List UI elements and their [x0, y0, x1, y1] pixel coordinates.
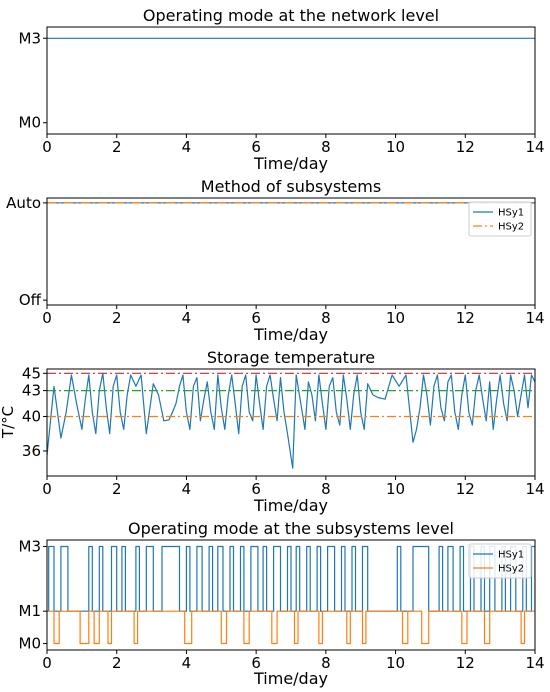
- x-tick-label: 12: [456, 309, 475, 327]
- axes-frame: [46, 26, 536, 135]
- chart-title: Operating mode at the network level: [143, 6, 439, 25]
- x-tick-label: 10: [386, 309, 405, 327]
- legend-label: HSy1: [498, 550, 524, 561]
- y-tick-label: M0: [19, 114, 42, 132]
- panel-subsystem-mode: Operating mode at the subsystems level T…: [19, 519, 545, 688]
- x-tick-label: 4: [182, 654, 192, 672]
- x-tick-label: 0: [42, 480, 52, 498]
- x-tick-label: 6: [251, 138, 261, 156]
- axes-frame: [46, 539, 536, 651]
- y-axis-label: T/°C: [0, 406, 17, 439]
- x-tick-label: 10: [386, 138, 405, 156]
- legend-box: [468, 543, 532, 579]
- x-tick-label: 2: [112, 138, 122, 156]
- x-tick-label: 14: [525, 138, 544, 156]
- x-tick-label: 2: [112, 480, 122, 498]
- x-tick-label: 6: [251, 480, 261, 498]
- chart-title: Method of subsystems: [201, 177, 381, 196]
- panel-network-mode: Operating mode at the network level Time…: [19, 6, 545, 173]
- x-tick-label: 2: [112, 654, 122, 672]
- x-tick-label: 6: [251, 654, 261, 672]
- x-tick-label: 4: [182, 309, 192, 327]
- y-tick-label: M3: [19, 29, 42, 47]
- y-tick-label: 40: [22, 407, 41, 425]
- x-tick-label: 8: [321, 309, 331, 327]
- y-tick-label: Auto: [6, 194, 41, 212]
- y-tick-label: 36: [22, 442, 41, 460]
- x-tick-label: 8: [321, 480, 331, 498]
- series-line: [47, 545, 535, 612]
- chart-title: Storage temperature: [207, 348, 375, 367]
- y-tick-label: Off: [19, 291, 42, 309]
- x-tick-label: 0: [42, 309, 52, 327]
- axes-frame: [46, 368, 536, 477]
- axes-frame: [46, 197, 536, 306]
- x-tick-label: 8: [321, 654, 331, 672]
- x-tick-label: 12: [456, 654, 475, 672]
- series-line: [47, 372, 535, 469]
- y-tick-label: 43: [22, 382, 41, 400]
- x-tick-label: 12: [456, 138, 475, 156]
- legend-box: [468, 201, 532, 237]
- y-tick-label: 45: [22, 364, 41, 382]
- x-axis-label: Time/day: [253, 154, 328, 173]
- x-tick-label: 0: [42, 654, 52, 672]
- x-tick-label: 10: [386, 654, 405, 672]
- legend: HSy1 HSy2: [468, 543, 532, 579]
- panel-subsystem-method: Method of subsystems Time/day 0 2 4 6 8 10 12 1…: [6, 177, 544, 344]
- y-tick-label: M1: [19, 602, 42, 620]
- x-tick-label: 0: [42, 138, 52, 156]
- y-tick-label: M0: [19, 635, 42, 653]
- legend-label: HSy2: [498, 564, 524, 575]
- x-tick-label: 12: [456, 480, 475, 498]
- y-tick-label: M3: [19, 537, 42, 555]
- series-line: [47, 610, 535, 645]
- legend-label: HSy2: [498, 222, 524, 233]
- x-axis-label: Time/day: [253, 496, 328, 515]
- x-tick-label: 10: [386, 480, 405, 498]
- x-tick-label: 4: [182, 480, 192, 498]
- chart-title: Operating mode at the subsystems level: [128, 519, 454, 538]
- x-tick-label: 8: [321, 138, 331, 156]
- x-tick-label: 14: [525, 654, 544, 672]
- legend-label: HSy1: [498, 208, 524, 219]
- panel-storage-temperature: Storage temperature Time/day T/°C 0 2 4 6 8 1…: [0, 348, 545, 515]
- x-tick-label: 4: [182, 138, 192, 156]
- x-tick-label: 14: [525, 309, 544, 327]
- legend: HSy1 HSy2: [468, 201, 532, 237]
- x-axis-label: Time/day: [253, 669, 328, 688]
- x-tick-label: 2: [112, 309, 122, 327]
- plot-area: [47, 545, 535, 645]
- x-tick-label: 6: [251, 309, 261, 327]
- x-axis-label: Time/day: [253, 325, 328, 344]
- x-tick-label: 14: [525, 480, 544, 498]
- plot-area: [47, 372, 535, 469]
